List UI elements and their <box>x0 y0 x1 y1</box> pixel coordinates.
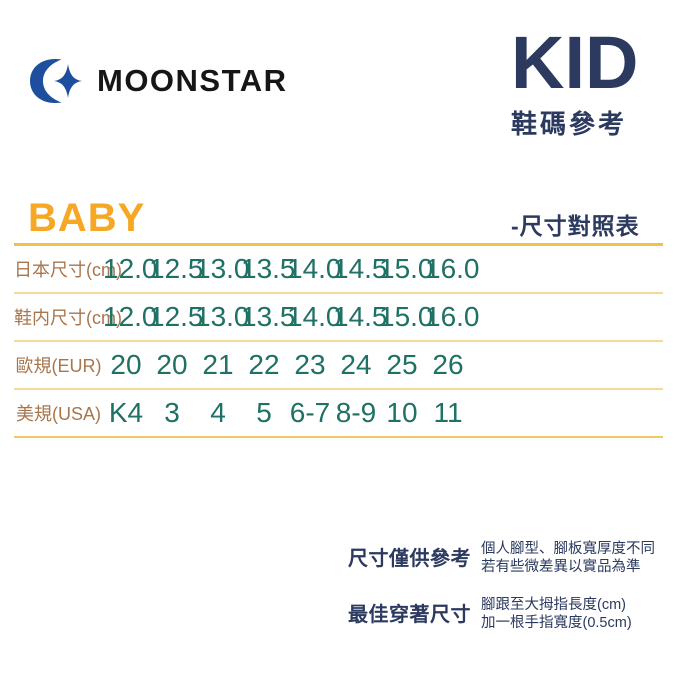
size-value: 12.5 <box>149 253 204 284</box>
footer-notes: 尺寸僅供參考 個人腳型、腳板寬厚度不同 若有些微差異以實品為準 最佳穿著尺寸 腳… <box>348 541 655 653</box>
size-value: 14.5 <box>333 301 388 332</box>
size-value: 4 <box>210 397 226 428</box>
size-value: 23 <box>294 349 326 380</box>
row-label: 歐規(EUR) <box>15 356 102 376</box>
size-value: 24 <box>340 349 372 380</box>
size-value: 21 <box>202 349 234 380</box>
size-value: 13.0 <box>195 253 250 284</box>
size-value: 5 <box>256 397 272 428</box>
category-title: BABY <box>28 196 146 240</box>
table-row: 歐規(EUR) 20 20 21 22 23 24 25 26 <box>14 342 663 390</box>
note-text: 個人腳型、腳板寬厚度不同 若有些微差異以實品為準 <box>481 541 655 576</box>
table-row: 鞋内尺寸(cm) 12.0 12.5 13.0 13.5 14.0 14.5 15.0 16.0 <box>14 294 663 342</box>
size-value: 6-7 <box>289 397 331 428</box>
size-value: 14.0 <box>287 301 342 332</box>
size-value: K4 <box>108 397 144 428</box>
size-value: 15.0 <box>379 301 434 332</box>
size-value: 15.0 <box>379 253 434 284</box>
table-row: 美規(USA) K4 3 4 5 6-7 8-9 10 11 <box>14 390 663 438</box>
size-value: 26 <box>432 349 464 380</box>
note-item: 最佳穿著尺寸 腳跟至大拇指長度(cm) 加一根手指寬度(0.5cm) <box>348 597 655 632</box>
size-value: 20 <box>110 349 142 380</box>
size-value: 25 <box>386 349 418 380</box>
table-caption: -尺寸對照表 <box>511 213 640 239</box>
brand-name: MOONSTAR <box>97 63 288 98</box>
note-text: 腳跟至大拇指長度(cm) 加一根手指寬度(0.5cm) <box>481 597 632 632</box>
page-subtitle: 鞋碼參考 <box>511 109 628 139</box>
size-value: 14.5 <box>333 253 388 284</box>
row-label: 日本尺寸(cm) <box>14 260 122 280</box>
size-value: 14.0 <box>287 253 342 284</box>
size-value: 12.0 <box>103 253 158 284</box>
size-value: 12.5 <box>149 301 204 332</box>
crescent-star-icon <box>28 56 84 106</box>
header-block: KID 鞋碼參考 <box>511 26 638 141</box>
size-table: 日本尺寸(cm) 12.0 12.5 13.0 13.5 14.0 14.5 15.0 16.0… <box>14 243 663 438</box>
page-title: KID <box>511 21 639 104</box>
size-value: 22 <box>248 349 280 380</box>
note-title: 最佳穿著尺寸 <box>348 604 471 626</box>
table-row: 日本尺寸(cm) 12.0 12.5 13.0 13.5 14.0 14.5 15.0 16.0 <box>14 246 663 294</box>
size-value: 3 <box>164 397 180 428</box>
note-line: 加一根手指寬度(0.5cm) <box>481 614 632 631</box>
size-value: 10 <box>386 397 418 428</box>
note-line: 腳跟至大拇指長度(cm) <box>481 597 626 613</box>
size-value: 20 <box>156 349 188 380</box>
note-title: 尺寸僅供參考 <box>348 548 471 570</box>
size-value: 16.0 <box>425 253 480 284</box>
row-label: 美規(USA) <box>16 404 101 424</box>
moonstar-logo: MOONSTAR <box>28 56 288 106</box>
size-value: 13.5 <box>241 301 296 332</box>
size-value: 16.0 <box>425 301 480 332</box>
note-line: 個人腳型、腳板寬厚度不同 <box>481 541 655 557</box>
size-value: 11 <box>433 397 463 428</box>
size-value: 13.0 <box>195 301 250 332</box>
size-value: 8-9 <box>335 397 377 428</box>
size-value: 12.0 <box>103 301 158 332</box>
row-label: 鞋内尺寸(cm) <box>14 308 122 328</box>
note-line: 若有些微差異以實品為準 <box>481 558 641 575</box>
note-item: 尺寸僅供參考 個人腳型、腳板寬厚度不同 若有些微差異以實品為準 <box>348 541 655 576</box>
size-value: 13.5 <box>241 253 296 284</box>
